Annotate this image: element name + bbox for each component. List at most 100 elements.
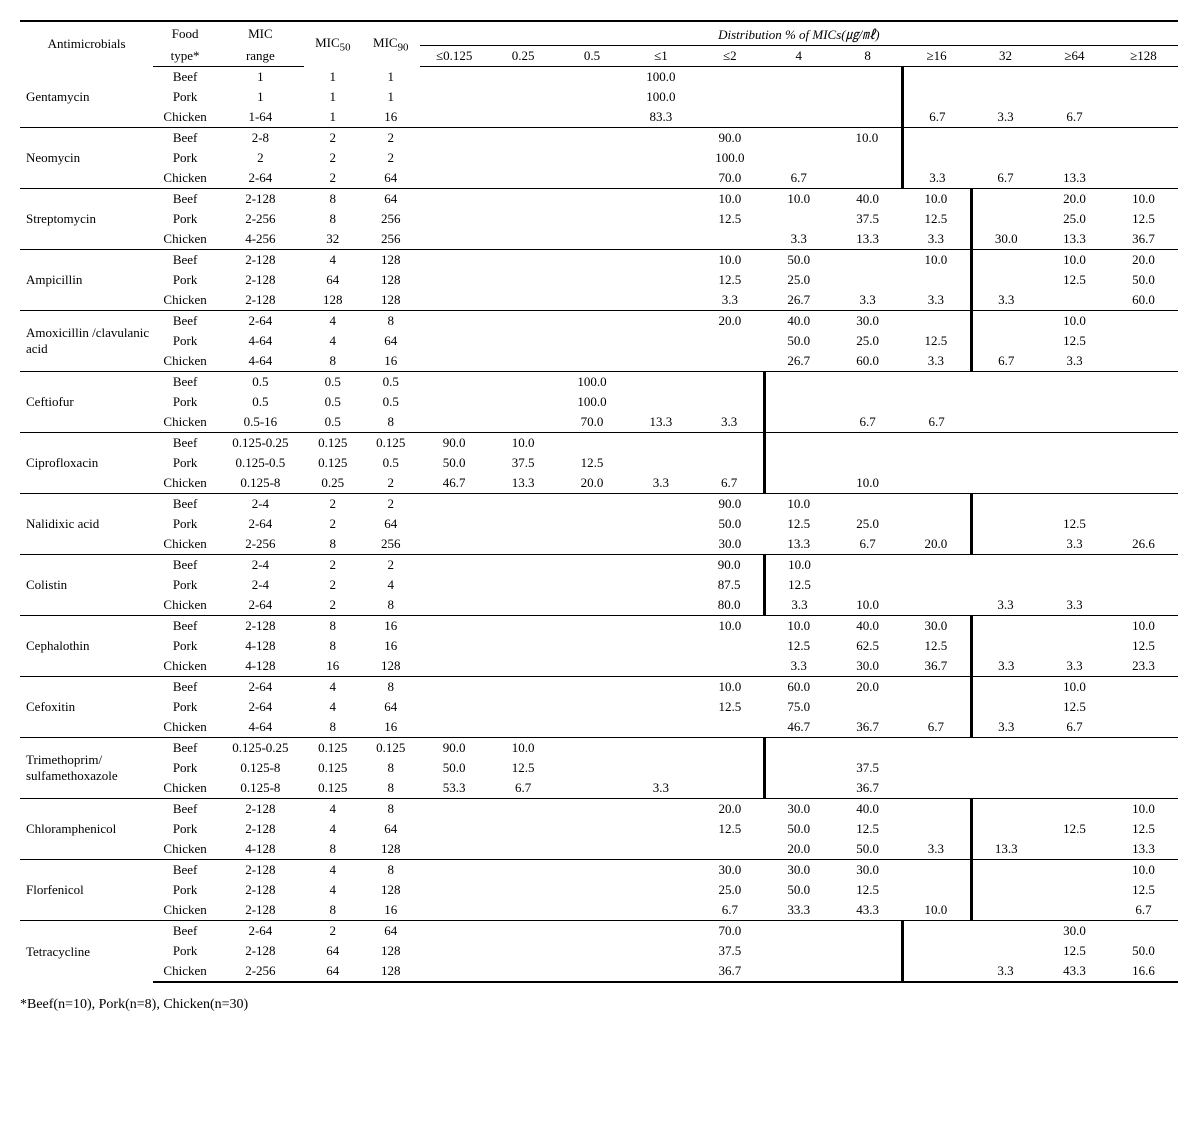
mic50: 2 (304, 128, 362, 149)
dist-cell (626, 351, 695, 372)
dist-cell (558, 636, 627, 656)
dist-cell: 3.3 (902, 290, 971, 311)
dist-cell (971, 270, 1040, 290)
dist-cell (902, 148, 971, 168)
dist-cell: 13.3 (764, 534, 833, 555)
mic90: 16 (362, 636, 420, 656)
dist-cell (489, 148, 558, 168)
mic50: 4 (304, 697, 362, 717)
dist-cell (420, 595, 489, 616)
dist-cell (764, 921, 833, 942)
dist-cell: 50.0 (420, 453, 489, 473)
dist-cell (1040, 799, 1109, 820)
mic50: 8 (304, 351, 362, 372)
col-dist: ≤2 (695, 46, 764, 67)
dist-cell (1109, 778, 1178, 799)
dist-cell (971, 392, 1040, 412)
mic90: 8 (362, 860, 420, 881)
mic-range: 0.125-0.25 (217, 738, 304, 759)
dist-cell (420, 209, 489, 229)
mic90: 64 (362, 331, 420, 351)
mic90: 8 (362, 595, 420, 616)
dist-cell (1040, 839, 1109, 860)
dist-cell (971, 250, 1040, 271)
dist-cell (971, 860, 1040, 881)
col-mic90: MIC90 (362, 21, 420, 67)
dist-cell (971, 941, 1040, 961)
mic-range: 0.5 (217, 372, 304, 393)
col-food-type-top: Food (153, 21, 217, 46)
mic90: 2 (362, 128, 420, 149)
dist-cell (420, 494, 489, 515)
dist-cell (558, 860, 627, 881)
dist-cell (558, 799, 627, 820)
dist-cell (489, 961, 558, 982)
dist-cell: 33.3 (764, 900, 833, 921)
table-row: Chicken4-128161283.330.036.73.33.323.3 (20, 656, 1178, 677)
mic90: 8 (362, 412, 420, 433)
table-row: Chicken2-642880.03.310.03.33.3 (20, 595, 1178, 616)
dist-cell: 3.3 (902, 351, 971, 372)
dist-cell (833, 250, 902, 271)
dist-cell (764, 209, 833, 229)
dist-cell (764, 758, 833, 778)
dist-cell (558, 697, 627, 717)
dist-cell (695, 738, 764, 759)
dist-cell (833, 921, 902, 942)
dist-cell: 6.7 (971, 351, 1040, 372)
dist-cell: 12.5 (558, 453, 627, 473)
dist-cell (1040, 67, 1109, 88)
mic-range: 2-128 (217, 880, 304, 900)
dist-cell (971, 494, 1040, 515)
dist-cell (1109, 392, 1178, 412)
table-row: ChloramphenicolBeef2-1284820.030.040.010… (20, 799, 1178, 820)
mic-range: 0.5 (217, 392, 304, 412)
dist-cell: 100.0 (558, 372, 627, 393)
table-row: CefoxitinBeef2-644810.060.020.010.0 (20, 677, 1178, 698)
dist-cell: 30.0 (764, 860, 833, 881)
table-row: Chicken2-1281281283.326.73.33.33.360.0 (20, 290, 1178, 311)
dist-cell: 10.0 (1040, 311, 1109, 332)
dist-cell: 90.0 (695, 128, 764, 149)
dist-cell (420, 677, 489, 698)
dist-cell (833, 941, 902, 961)
dist-cell (971, 433, 1040, 454)
dist-cell: 3.3 (626, 778, 695, 799)
dist-cell (489, 392, 558, 412)
dist-cell (489, 860, 558, 881)
dist-cell (489, 229, 558, 250)
dist-cell (833, 107, 902, 128)
col-mic50: MIC50 (304, 21, 362, 67)
mic90: 128 (362, 250, 420, 271)
mic50: 4 (304, 311, 362, 332)
food-type: Chicken (153, 473, 217, 494)
dist-cell (558, 229, 627, 250)
dist-cell: 3.3 (971, 717, 1040, 738)
dist-cell (833, 87, 902, 107)
mic-range: 2-8 (217, 128, 304, 149)
mic-range: 0.125-0.5 (217, 453, 304, 473)
dist-cell (626, 290, 695, 311)
dist-cell (626, 514, 695, 534)
dist-cell: 16.6 (1109, 961, 1178, 982)
dist-cell: 12.5 (1040, 941, 1109, 961)
dist-cell (626, 189, 695, 210)
dist-cell (1040, 453, 1109, 473)
dist-cell (902, 758, 971, 778)
mic50: 8 (304, 717, 362, 738)
dist-cell (558, 128, 627, 149)
dist-cell: 30.0 (695, 534, 764, 555)
dist-cell (420, 636, 489, 656)
dist-cell (833, 270, 902, 290)
dist-cell (489, 189, 558, 210)
mic-range: 4-128 (217, 656, 304, 677)
dist-cell: 60.0 (1109, 290, 1178, 311)
dist-cell (489, 656, 558, 677)
dist-cell (626, 433, 695, 454)
mic50: 2 (304, 514, 362, 534)
dist-cell (489, 799, 558, 820)
dist-cell (489, 372, 558, 393)
antimicrobial-name: Tetracycline (20, 921, 153, 983)
mic90: 64 (362, 921, 420, 942)
dist-cell (626, 229, 695, 250)
